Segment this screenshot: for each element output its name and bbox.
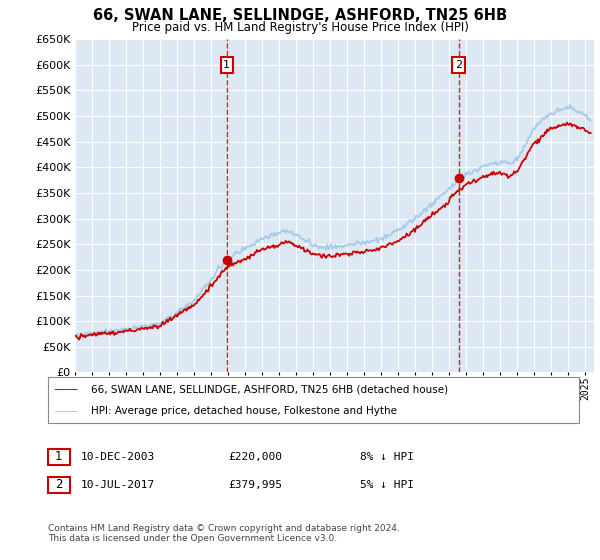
Text: 10-JUL-2017: 10-JUL-2017 (81, 480, 155, 490)
Text: £220,000: £220,000 (228, 452, 282, 462)
Text: 1: 1 (223, 60, 230, 70)
Text: ———: ——— (55, 405, 77, 418)
Text: HPI: Average price, detached house, Folkestone and Hythe: HPI: Average price, detached house, Folk… (91, 407, 397, 416)
Text: Contains HM Land Registry data © Crown copyright and database right 2024.
This d: Contains HM Land Registry data © Crown c… (48, 524, 400, 543)
Text: 8% ↓ HPI: 8% ↓ HPI (360, 452, 414, 462)
Text: 1: 1 (55, 450, 62, 464)
Text: £379,995: £379,995 (228, 480, 282, 490)
Text: 2: 2 (455, 60, 462, 70)
Text: 5% ↓ HPI: 5% ↓ HPI (360, 480, 414, 490)
Text: ———: ——— (55, 383, 77, 396)
Text: 2: 2 (55, 478, 62, 492)
Text: 10-DEC-2003: 10-DEC-2003 (81, 452, 155, 462)
Text: 66, SWAN LANE, SELLINDGE, ASHFORD, TN25 6HB: 66, SWAN LANE, SELLINDGE, ASHFORD, TN25 … (93, 8, 507, 24)
Text: 66, SWAN LANE, SELLINDGE, ASHFORD, TN25 6HB (detached house): 66, SWAN LANE, SELLINDGE, ASHFORD, TN25 … (91, 385, 448, 395)
Text: Price paid vs. HM Land Registry's House Price Index (HPI): Price paid vs. HM Land Registry's House … (131, 21, 469, 34)
